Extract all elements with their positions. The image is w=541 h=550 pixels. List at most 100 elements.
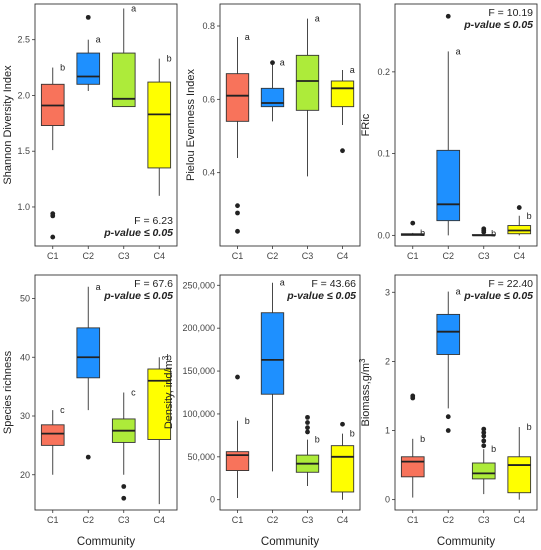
significance-letter: a: [350, 65, 355, 75]
significance-letter: a: [280, 58, 285, 68]
y-tick-label: 1.5: [17, 146, 30, 156]
y-tick-label: 0.6: [202, 94, 215, 104]
x-tick-label: C4: [337, 515, 349, 525]
y-tick-label: 2.5: [17, 35, 30, 45]
y-tick-label: 3: [385, 287, 390, 297]
box-c4: b: [147, 54, 172, 196]
f-statistic: F = 43.66: [311, 278, 356, 290]
box-c2: a: [76, 282, 101, 460]
outlier-point: [121, 495, 127, 501]
y-tick-label: 1.0: [17, 202, 30, 212]
iqr-box: [330, 80, 355, 108]
significance-letter: b: [60, 63, 65, 73]
x-tick-label: C2: [267, 515, 279, 525]
y-tick-label: 0: [385, 495, 390, 505]
iqr-box: [147, 368, 172, 440]
outlier-point: [85, 454, 91, 460]
panel-3: b a b b 0.0 0.1 0.2 C1 C2 C3 C4 FRic F = 10.19p-valu…: [360, 3, 538, 261]
y-tick-label: 0.1: [377, 149, 390, 159]
outlier-point: [445, 428, 451, 433]
significance-letter: a: [280, 278, 285, 288]
box-c1: b: [400, 220, 425, 238]
iqr-box: [507, 456, 532, 494]
significance-letter: b: [420, 228, 425, 238]
iqr-box: [40, 424, 65, 446]
x-tick-label: C1: [407, 251, 419, 261]
y-tick-label: 0.8: [202, 21, 215, 31]
iqr-box: [147, 81, 172, 169]
x-axis-label: Community: [437, 536, 495, 548]
outlier-point: [410, 395, 416, 401]
panel-border: [219, 274, 361, 511]
p-value: p-value ≤ 0.05: [463, 19, 533, 31]
iqr-box: [330, 445, 355, 493]
y-tick-label: 250,000: [182, 280, 215, 290]
outlier-point: [305, 420, 310, 425]
significance-letter: b: [167, 352, 172, 362]
p-value: p-value ≤ 0.05: [463, 290, 533, 302]
y-tick-label: 150,000: [182, 366, 215, 376]
outlier-point: [235, 210, 240, 216]
iqr-box: [225, 451, 250, 471]
box-c3: b: [471, 226, 496, 239]
iqr-box: [111, 52, 136, 108]
f-statistic: F = 67.6: [134, 278, 173, 290]
outlier-point: [121, 484, 127, 489]
outlier-point: [235, 203, 240, 209]
outlier-point: [481, 433, 487, 439]
significance-letter: b: [527, 211, 532, 221]
x-tick-label: C2: [442, 515, 454, 525]
outlier-point: [481, 438, 487, 444]
x-tick-label: C1: [47, 251, 59, 261]
panel-border: [34, 274, 178, 511]
outlier-point: [50, 234, 56, 240]
outlier-point: [235, 374, 240, 380]
box-c2: a: [436, 13, 461, 236]
p-value: p-value ≤ 0.05: [103, 227, 173, 239]
x-tick-label: C1: [232, 515, 244, 525]
box-c3: b: [295, 414, 320, 486]
iqr-box: [260, 312, 285, 395]
outlier-point: [85, 14, 91, 20]
x-tick-label: C3: [478, 251, 490, 261]
y-tick-label: 0.4: [202, 168, 215, 178]
p-value: p-value ≤ 0.05: [286, 290, 356, 302]
iqr-box: [76, 52, 101, 85]
iqr-box: [76, 327, 101, 379]
y-tick-label: 0: [210, 495, 215, 505]
y-tick-label: 20: [20, 470, 30, 480]
outlier-point: [516, 205, 522, 210]
x-axis-label: Community: [77, 536, 135, 548]
panel-border: [394, 3, 538, 247]
significance-letter: b: [315, 435, 320, 445]
significance-letter: c: [60, 405, 65, 415]
box-c4: b: [507, 422, 532, 500]
y-tick-label: 50: [20, 294, 30, 304]
significance-letter: b: [491, 444, 496, 454]
outlier-point: [305, 429, 310, 435]
box-c4: a: [330, 65, 355, 154]
box-c1: b: [400, 393, 425, 498]
panel-border: [394, 274, 538, 511]
f-statistic: F = 22.40: [488, 278, 533, 290]
x-tick-label: C1: [232, 251, 244, 261]
x-tick-label: C1: [407, 515, 419, 525]
y-axis-label: Density, ind/m3: [161, 355, 175, 429]
y-axis-label: Pielou Evenness Index: [185, 69, 197, 181]
significance-letter: a: [96, 282, 101, 292]
significance-letter: b: [350, 429, 355, 439]
significance-letter: a: [456, 46, 461, 56]
f-statistic: F = 6.23: [134, 215, 173, 227]
box-c4: b: [147, 352, 172, 505]
box-c4: b: [330, 421, 355, 500]
box-c1: b: [225, 374, 250, 498]
significance-letter: b: [167, 54, 172, 64]
box-c2: a: [260, 278, 285, 472]
x-tick-label: C4: [153, 251, 165, 261]
y-axis-label: Species richness: [2, 350, 14, 434]
outlier-point: [481, 443, 487, 449]
y-tick-label: 30: [20, 411, 30, 421]
iqr-box: [295, 54, 320, 111]
outlier-point: [340, 421, 345, 427]
